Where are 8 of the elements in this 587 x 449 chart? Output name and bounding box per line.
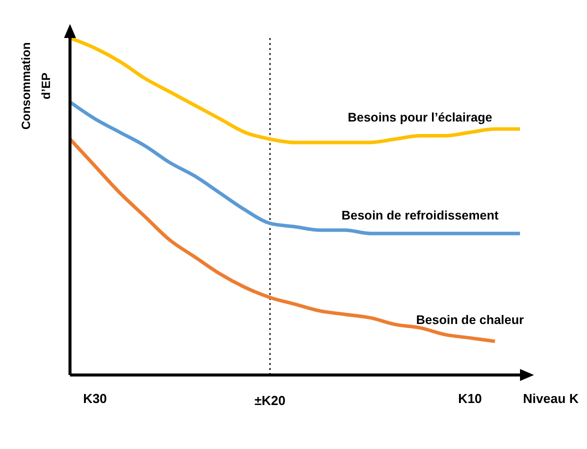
series-label: Besoins pour l’éclairage bbox=[348, 110, 492, 125]
series-label: Besoin de refroidissement bbox=[342, 208, 500, 222]
x-axis-title: Niveau K bbox=[523, 391, 580, 406]
x-tick-label: K10 bbox=[458, 391, 482, 406]
y-axis-title: Consommation d’EP bbox=[19, 42, 53, 130]
series-label: Besoin de chaleur bbox=[416, 312, 524, 327]
x-tick-label: ±K20 bbox=[254, 393, 286, 408]
x-tick-label: K30 bbox=[83, 391, 107, 406]
